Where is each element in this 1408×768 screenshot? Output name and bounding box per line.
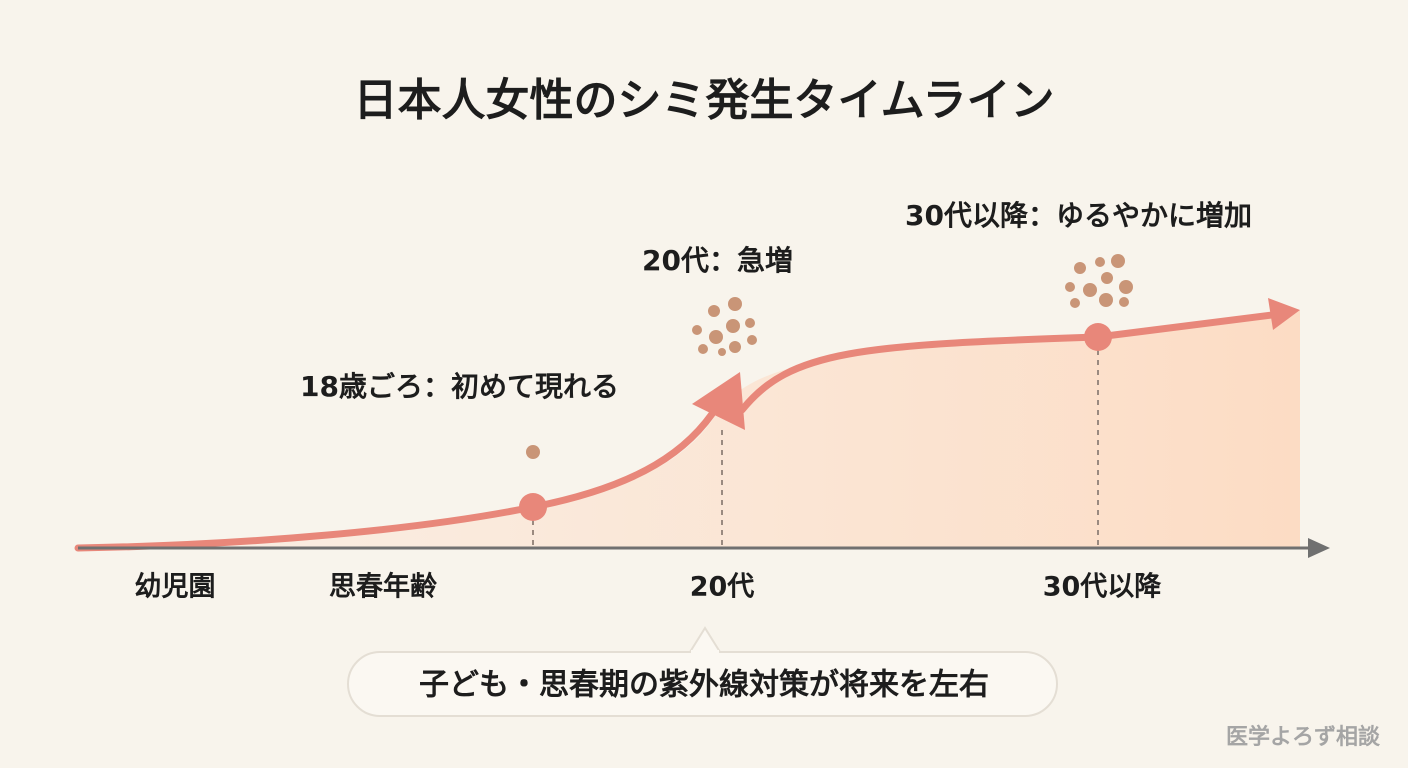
area — [78, 310, 1300, 548]
marker — [1084, 323, 1112, 351]
marker — [519, 493, 547, 521]
annotation: 20代：急増 — [642, 244, 793, 277]
stage-label: 30代以降 — [1043, 572, 1163, 603]
title: 日本人女性のシミ発生タイムライン — [354, 75, 1055, 126]
annotation: 18歳ごろ：初めて現れる — [300, 370, 619, 403]
guides — [532, 350, 1099, 548]
stage-label: 思春年齢 — [329, 571, 437, 603]
callout-joint — [691, 650, 719, 655]
spots — [526, 254, 1133, 459]
axis-arrow — [1308, 538, 1330, 558]
curve — [74, 401, 722, 552]
callout-box — [347, 626, 1058, 717]
callout: 子ども・思春期の紫外線対策が将来を左右 — [419, 668, 989, 703]
arrowhead — [1268, 298, 1300, 330]
arrowhead — [692, 372, 745, 430]
footer: 医学よろず相談 — [1226, 724, 1381, 750]
stage-label: 20代 — [690, 572, 755, 603]
stage-label: 幼児園 — [135, 572, 216, 603]
annotation: 30代以降：ゆるやかに増加 — [905, 199, 1252, 232]
curve — [738, 310, 1284, 414]
